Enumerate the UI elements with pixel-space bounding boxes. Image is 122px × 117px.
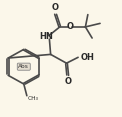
Text: O: O: [52, 3, 59, 12]
Text: Abs: Abs: [18, 64, 29, 69]
Text: HN: HN: [39, 32, 53, 41]
Text: CH₃: CH₃: [27, 96, 38, 101]
Text: O: O: [64, 77, 71, 86]
Text: OH: OH: [81, 53, 94, 62]
Text: O: O: [67, 22, 74, 31]
